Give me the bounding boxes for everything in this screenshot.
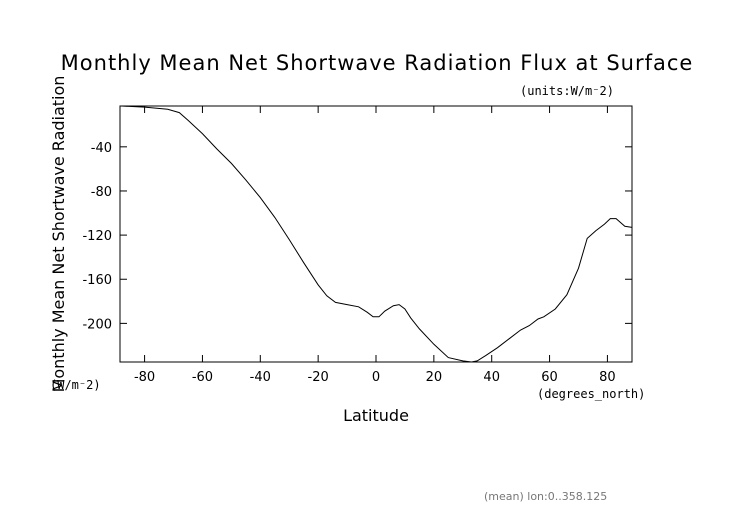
x-tick-label: -20 bbox=[308, 370, 329, 385]
x-tick-label: -60 bbox=[192, 370, 213, 385]
x-tick-label: 40 bbox=[483, 370, 500, 385]
y-axis-ticks: -40 -80 -120 -160 -200 bbox=[82, 141, 632, 332]
x-tick-label: -40 bbox=[250, 370, 271, 385]
y-tick-label: -160 bbox=[82, 273, 112, 288]
x-axis-units: (degrees_north) bbox=[537, 387, 645, 401]
series-lines bbox=[121, 105, 633, 363]
x-axis-ticks: -80 -60 -40 -20 0 20 40 60 80 bbox=[134, 106, 616, 385]
units-note: (units:W/m⁻2) bbox=[520, 84, 614, 98]
y-tick-label: -40 bbox=[91, 141, 112, 156]
y-axis-label: Monthly Mean Net Shortwave Radiation bbox=[49, 76, 68, 393]
x-tick-label: 80 bbox=[599, 370, 616, 385]
y-axis-units: (W/m⁻2) bbox=[50, 378, 101, 392]
x-axis-label: Latitude bbox=[343, 406, 409, 425]
plot-frame bbox=[119, 105, 633, 363]
x-tick-label: -80 bbox=[134, 370, 155, 385]
chart-title: Monthly Mean Net Shortwave Radiation Flu… bbox=[61, 51, 694, 75]
y-tick-label: -200 bbox=[82, 317, 112, 332]
y-tick-label: -80 bbox=[91, 185, 112, 200]
x-tick-label: 0 bbox=[372, 370, 380, 385]
x-tick-label: 20 bbox=[426, 370, 443, 385]
x-tick-label: 60 bbox=[541, 370, 558, 385]
series-line-0 bbox=[121, 105, 633, 363]
footnote: (mean) lon:0..358.125 bbox=[484, 490, 607, 503]
y-tick-label: -120 bbox=[82, 229, 112, 244]
